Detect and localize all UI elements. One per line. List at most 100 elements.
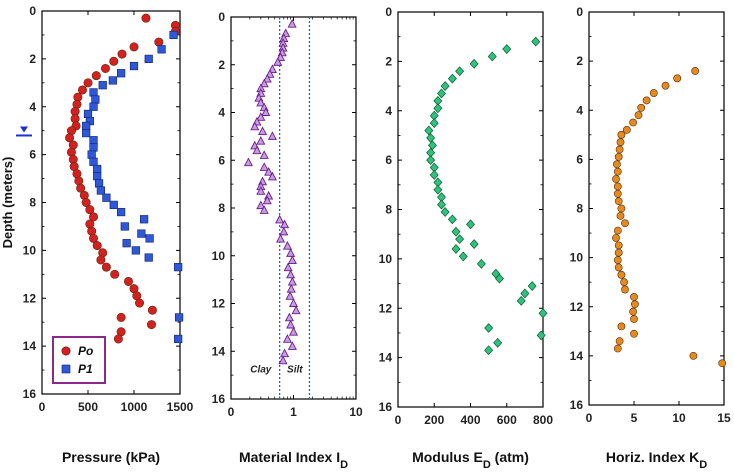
data-point [140,215,149,224]
data-point [455,234,465,245]
y-tick-label: 4 [576,103,583,117]
data-point [620,278,628,287]
data-point [285,291,295,300]
data-point [286,269,296,279]
y-tick-label: 0 [218,10,225,24]
data-point [83,109,93,119]
series-po [65,13,180,344]
data-point [129,61,139,71]
y-tick-label: 0 [385,5,392,19]
x-tick-label: 1500 [167,400,194,414]
data-point [286,248,296,257]
soil-annotation: Clay [250,365,272,376]
pressure-legend: Po P1 [52,336,106,384]
data-point [89,157,98,166]
data-point [279,226,289,236]
data-point [82,121,91,130]
y-tick-label: 16 [379,400,393,414]
plot-frame [588,11,725,406]
x-tick-label: 800 [533,413,553,427]
data-point [629,307,637,316]
data-point [259,150,269,159]
data-point [617,130,626,139]
y-tick-label: 10 [212,249,226,263]
data-point [691,67,700,75]
data-point [261,107,271,116]
data-point [102,193,111,202]
y-tick-label: 12 [379,301,393,315]
y-tick-label: 0 [576,5,583,19]
data-point [282,334,292,343]
data-point [447,73,457,84]
x-tick-label: 1000 [121,400,148,414]
x-tick-label: 200 [424,413,444,427]
data-point [613,344,622,353]
data-point [661,81,670,90]
y-tick-label: 6 [218,153,225,167]
data-point [531,36,541,47]
data-point [621,219,629,228]
data-point [613,226,622,235]
data-point [536,330,546,341]
x-axis-label: Horiz. Index KD [606,449,707,471]
data-point [613,189,622,198]
x-tick-label: 10 [672,411,686,425]
data-point [109,56,119,66]
series-points [612,67,727,368]
data-point [287,341,297,350]
data-point [424,125,434,136]
y-tick-label: 2 [218,58,225,72]
data-point [113,334,123,344]
data-point [264,190,274,200]
data-point [264,167,274,176]
data-point [520,288,530,299]
data-point [615,145,624,154]
legend-frame [52,336,106,384]
data-point [89,102,98,111]
data-point [169,30,178,40]
data-point [82,128,91,138]
y-tick-label: 2 [385,54,392,68]
data-point [267,131,277,140]
data-point [287,255,297,264]
y-tick-label: 16 [212,392,226,406]
data-point [614,153,623,161]
data-point [174,313,184,322]
data-point [157,45,166,54]
y-tick-label: 4 [218,106,225,120]
data-point [243,157,253,167]
y-tick-label: 10 [23,243,37,257]
y-tick-label: 8 [29,196,36,210]
data-point [429,118,439,129]
data-point [267,171,277,181]
x-tick-label: 1 [290,405,297,419]
y-tick-label: 4 [29,100,36,114]
legend-label-po: Po [78,344,93,358]
data-point [92,241,102,251]
data-point [615,337,624,346]
y-tick-label: 6 [385,153,392,167]
data-point [613,256,622,264]
data-point [123,276,133,286]
data-point [689,351,698,360]
y-tick-label: 16 [570,398,584,412]
data-point [613,160,621,169]
data-point [426,132,436,143]
data-point [288,298,299,307]
data-point [527,281,537,291]
data-point [613,167,622,176]
data-point [81,198,91,208]
y-tick-label: 12 [23,291,37,305]
data-point [427,140,437,151]
data-point [614,197,623,206]
data-point [616,138,625,147]
x-tick-label: 5 [631,411,638,425]
x-axis-label: Pressure (kPa) [62,449,160,465]
data-point [117,49,127,59]
x-tick-label: 400 [460,413,480,427]
data-point [440,81,450,91]
data-point [617,270,626,279]
x-tick-label: 500 [78,400,98,414]
data-point [718,359,727,368]
